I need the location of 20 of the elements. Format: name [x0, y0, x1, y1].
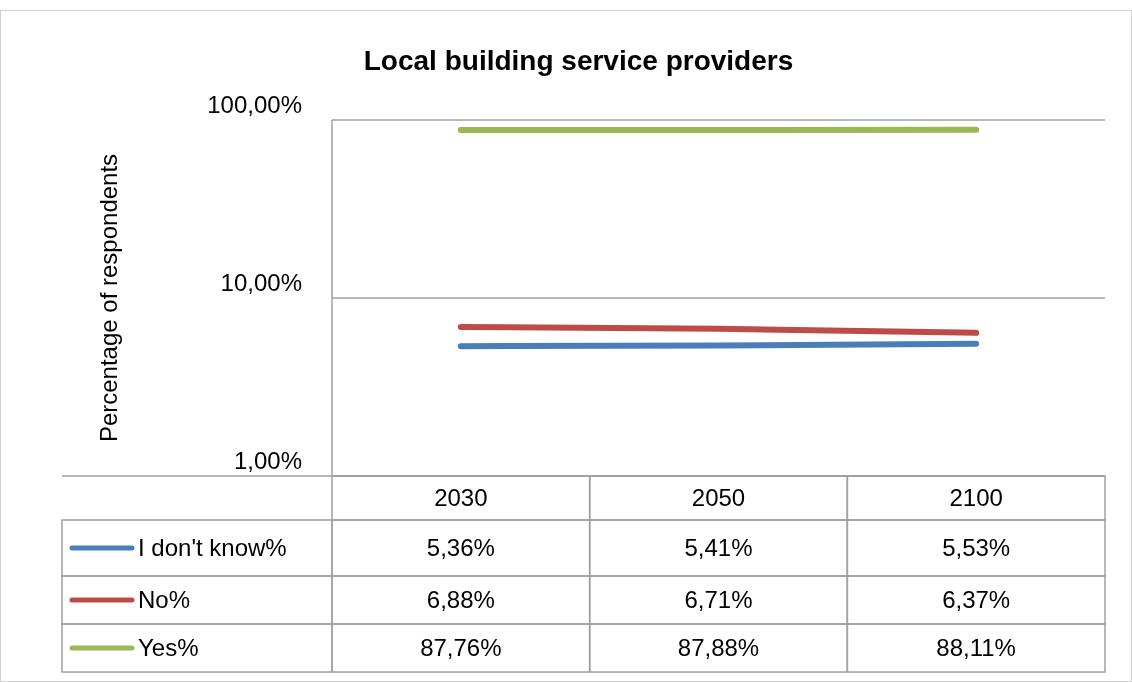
data-label: 6,88%	[426, 586, 495, 613]
legend-label: I don't know%	[138, 534, 287, 561]
data-label: 87,76%	[420, 634, 502, 661]
y-tick-label: 100,00%	[207, 90, 302, 118]
x-tick-label: 2100	[949, 484, 1003, 511]
legend-label: Yes%	[138, 634, 199, 661]
x-tick-label: 2050	[691, 484, 746, 511]
data-label: 5,36%	[426, 534, 495, 561]
y-tick-label: 10,00%	[220, 268, 302, 296]
y-axis-title: Percentage of respondents	[95, 153, 122, 443]
data-label: 6,71%	[684, 586, 753, 613]
data-label: 6,37%	[942, 586, 1011, 613]
chart-title: Local building service providers	[363, 45, 794, 76]
data-label: 5,41%	[684, 534, 753, 561]
y-tick-label: 1,00%	[233, 446, 302, 474]
data-label: 88,11%	[936, 634, 1016, 661]
data-label: 87,88%	[677, 634, 760, 661]
legend-label: No%	[138, 586, 191, 613]
data-label: 5,53%	[942, 534, 1011, 561]
x-tick-label: 2030	[434, 484, 488, 511]
